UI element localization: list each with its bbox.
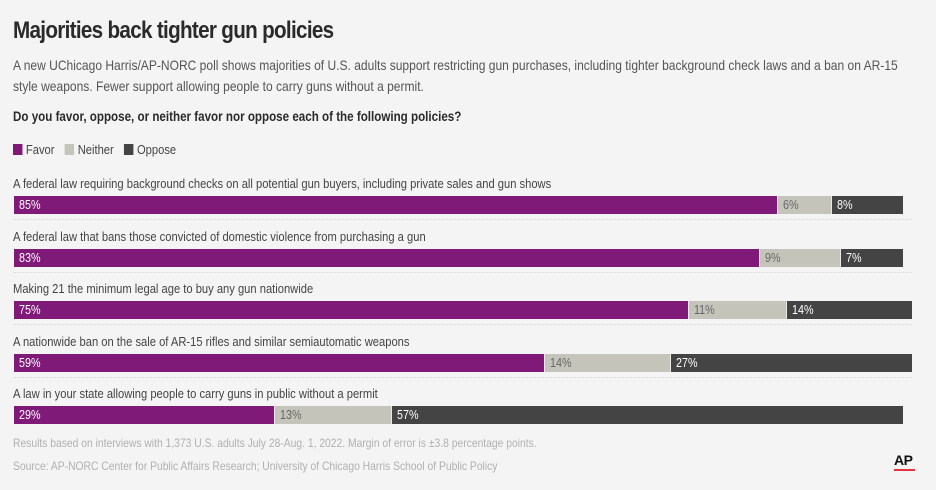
bar-segment-oppose: 7% — [840, 248, 904, 267]
bar-segment-favor: 29% — [14, 406, 275, 424]
data-label-oppose: 14% — [792, 303, 814, 317]
chart-subtitle: A new UChicago Harris/AP-NORC poll shows… — [13, 57, 898, 94]
bar-segment-oppose: 14% — [786, 301, 912, 319]
data-label-neither: 14% — [549, 355, 572, 370]
data-label-neither: 13% — [280, 408, 302, 422]
data-label-oppose: 27% — [675, 355, 698, 370]
legend-label-favor: Favor — [25, 142, 55, 157]
chart-title: Majorities back tighter gun policies — [13, 17, 334, 44]
data-label-neither: 6% — [783, 198, 799, 212]
bar-segment-oppose: 27% — [669, 353, 912, 372]
row-label: Making 21 the minimum legal age to buy a… — [13, 281, 314, 296]
legend-swatch-oppose — [124, 144, 134, 155]
legend-item-neither: Neither — [64, 142, 114, 157]
row-label: A nationwide ban on the sale of AR-15 ri… — [13, 333, 410, 349]
data-label-favor: 85% — [19, 198, 41, 212]
bar-segment-neither: 14% — [543, 353, 670, 372]
legend: Favor Neither Oppose — [13, 142, 186, 157]
bar-segment-neither: 13% — [274, 406, 392, 424]
legend-item-favor: Favor — [13, 142, 54, 157]
ap-logo: AP — [894, 452, 915, 471]
bar-segment-favor: 83% — [14, 248, 760, 267]
legend-swatch-favor — [13, 144, 23, 155]
source-note: Source: AP-NORC Center for Public Affair… — [13, 459, 498, 473]
data-label-favor: 59% — [19, 355, 41, 370]
data-label-oppose: 8% — [837, 198, 853, 212]
ap-logo-text: AP — [894, 452, 913, 468]
row-label: A federal law that bans those convicted … — [13, 228, 426, 244]
row-divider — [14, 219, 912, 220]
bar-segment-favor: 75% — [14, 301, 688, 319]
bar-segment-neither: 11% — [687, 301, 787, 319]
bar-segment-neither: 9% — [759, 248, 841, 267]
data-label-oppose: 57% — [397, 408, 419, 422]
legend-label-oppose: Oppose — [136, 142, 177, 157]
legend-swatch-neither — [64, 144, 75, 155]
data-label-neither: 11% — [693, 303, 715, 317]
data-label-favor: 83% — [19, 250, 41, 265]
methodology-note: Results based on interviews with 1,373 U… — [13, 436, 537, 450]
bar-segment-favor: 85% — [14, 196, 778, 214]
row-divider — [14, 271, 912, 273]
bar-segment-neither: 6% — [777, 196, 832, 214]
row-label: A law in your state allowing people to c… — [13, 386, 378, 401]
data-label-neither: 9% — [765, 250, 781, 265]
survey-question: Do you favor, oppose, or neither favor n… — [13, 109, 462, 124]
row-divider — [14, 324, 912, 325]
bar-segment-oppose: 8% — [831, 196, 903, 214]
bar-segment-favor: 59% — [14, 353, 544, 372]
ap-logo-underline — [894, 469, 915, 471]
data-label-favor: 29% — [19, 408, 41, 422]
legend-item-oppose: Oppose — [124, 142, 176, 157]
legend-label-neither: Neither — [77, 142, 114, 157]
data-label-favor: 75% — [19, 303, 41, 317]
data-label-oppose: 7% — [846, 250, 862, 265]
bar-segment-oppose: 57% — [391, 406, 904, 424]
row-divider — [14, 376, 912, 378]
row-label: A federal law requiring background check… — [13, 176, 552, 191]
